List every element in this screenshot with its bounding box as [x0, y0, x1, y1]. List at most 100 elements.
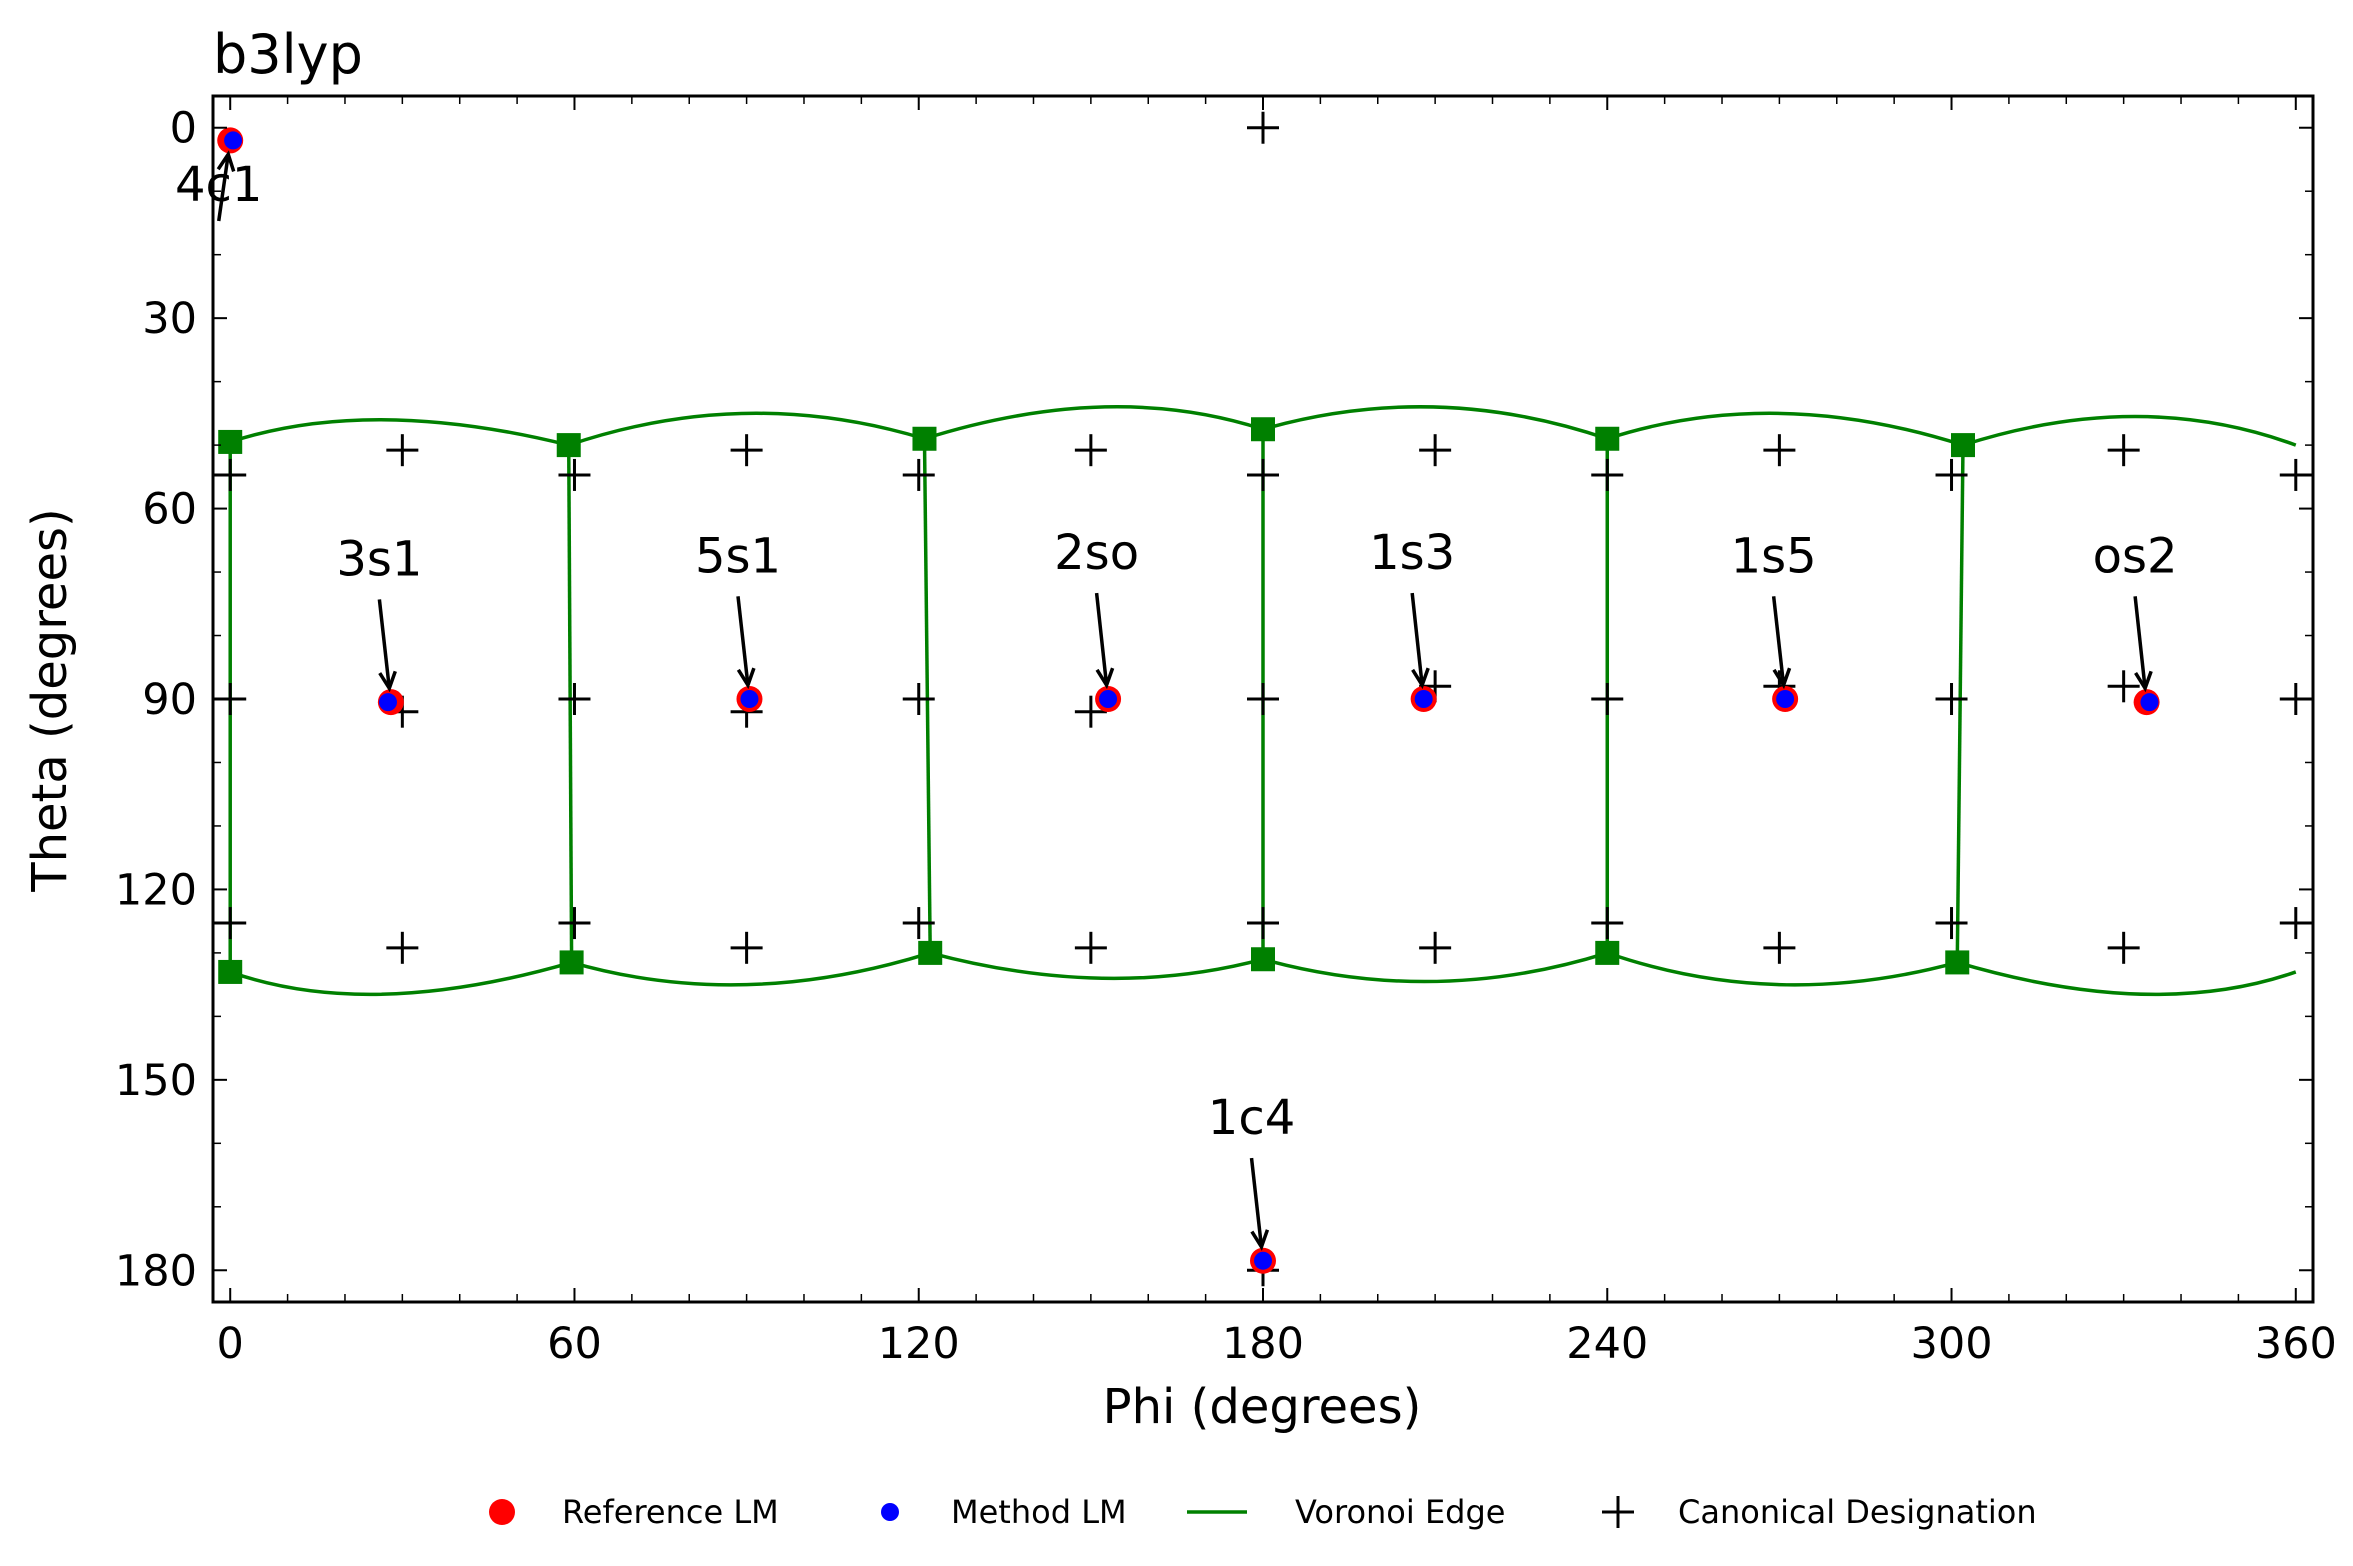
canonical-marker [1591, 907, 1624, 940]
canonical-marker [1074, 695, 1107, 728]
method-lm-point [1254, 1251, 1272, 1270]
canonical-marker [2107, 434, 2140, 467]
canonical-marker [1591, 683, 1624, 715]
points-layer [217, 127, 2160, 1274]
annotation-arrow [1771, 596, 1786, 686]
canonical-layer [214, 111, 2312, 1287]
voronoi-vertex [559, 950, 584, 975]
voronoi-edge [923, 405, 1264, 441]
canonical-marker [1247, 683, 1279, 715]
voronoi-vertex [1951, 433, 1975, 458]
annotation-arrowhead [1095, 667, 1115, 690]
voronoi-vertex [1595, 940, 1620, 965]
voronoi-edge [929, 951, 1264, 981]
voronoi-edge [229, 960, 573, 997]
voronoi-vertex [1945, 950, 1970, 975]
x-tick-label: 180 [1222, 1319, 1304, 1369]
x-tick-label: 360 [2255, 1319, 2337, 1369]
chart-title: b3lyp [213, 23, 363, 86]
method-lm-point [740, 690, 759, 708]
legend-entry: Canonical Designation [1602, 1493, 2037, 1531]
y-tick-label: 180 [115, 1246, 197, 1296]
annotation-label: 3s1 [336, 531, 422, 587]
voronoi-vertex [556, 433, 581, 458]
annotation-label: 1s3 [1369, 525, 1455, 581]
canonical-marker [2279, 907, 2312, 940]
annotation-arrow [736, 596, 750, 686]
voronoi-edge [566, 445, 574, 963]
voronoi-vertex [918, 940, 943, 965]
canonical-marker [1247, 111, 1279, 144]
y-axis-title: Theta (degrees) [22, 508, 78, 892]
annotation-arrow [1249, 1157, 1264, 1248]
legend-label: Canonical Designation [1678, 1493, 2037, 1531]
voronoi-vertex [912, 426, 937, 451]
method-lm-point [1099, 690, 1118, 708]
y-tick-label: 120 [115, 865, 197, 915]
voronoi-edge [1262, 405, 1608, 441]
canonical-marker [214, 907, 247, 940]
annotation-arrowhead [378, 670, 397, 693]
voronoi-layer [218, 405, 2297, 997]
canonical-marker [2279, 458, 2312, 491]
y-tick-label: 60 [142, 485, 197, 535]
canonical-marker [1935, 683, 1968, 715]
annotation-label: 5s1 [695, 528, 781, 584]
canonical-marker [2107, 670, 2140, 703]
canonical-marker [1763, 434, 1796, 467]
canonical-marker [1419, 931, 1452, 964]
annotation-arrow [1410, 592, 1424, 686]
canonical-marker [1074, 434, 1107, 467]
annotation-arrow [1094, 592, 1109, 686]
voronoi-edge [571, 951, 931, 987]
x-tick-label: 240 [1566, 1319, 1648, 1369]
legend-label: Method LM [951, 1493, 1127, 1531]
voronoi-edge [1956, 960, 2297, 997]
annotation-arrow [377, 599, 392, 689]
canonical-marker [1935, 907, 1968, 940]
canonical-marker [214, 458, 247, 491]
canonical-marker [558, 683, 591, 715]
canonical-marker [558, 458, 591, 491]
legend-label: Voronoi Edge [1295, 1493, 1505, 1531]
voronoi-vertex [1595, 426, 1620, 451]
method-lm-point [2140, 693, 2159, 712]
canonical-marker [902, 458, 935, 491]
legend-entry: Method LM [881, 1493, 1127, 1531]
canonical-marker [730, 931, 763, 964]
annotation-arrowhead [1772, 667, 1792, 690]
legend-swatch-method [881, 1503, 899, 1521]
annotation-label: 1c4 [1208, 1090, 1295, 1146]
voronoi-edge [1262, 951, 1608, 984]
method-lm-point [379, 693, 397, 712]
axes-layer: 0 60 120 180 240 300 360 0 30 60 90 120 150 180 [115, 94, 2337, 1369]
canonical-marker [902, 907, 935, 940]
voronoi-edge [229, 417, 570, 447]
canonical-marker [1247, 458, 1279, 491]
voronoi-edge [922, 438, 932, 953]
canonical-marker [386, 434, 419, 467]
x-tick-label: 60 [547, 1319, 602, 1369]
y-tick-label: 150 [115, 1056, 197, 1106]
annotation-arrowhead [1411, 667, 1430, 690]
canonical-marker [902, 683, 935, 715]
annotation-arrowhead [1250, 1229, 1270, 1251]
canonical-marker [1935, 458, 1968, 491]
x-tick-label: 300 [1910, 1319, 1992, 1369]
y-tick-label: 30 [142, 294, 197, 344]
annotation-arrowhead [736, 667, 756, 690]
annotation-label: os2 [2093, 528, 2178, 584]
annotation-arrow [2133, 596, 2147, 689]
method-lm-point [224, 131, 243, 150]
voronoi-vertex [218, 429, 243, 454]
x-axis-title: Phi (degrees) [1103, 1379, 1422, 1435]
canonical-marker [1763, 931, 1796, 964]
legend: Reference LM Method LM Voronoi Edge Canonic… [489, 1493, 2037, 1531]
x-tick-label: 0 [217, 1319, 244, 1369]
annotation-arrowhead [216, 150, 236, 172]
canonical-marker [558, 907, 591, 940]
canonical-marker [1074, 931, 1107, 964]
